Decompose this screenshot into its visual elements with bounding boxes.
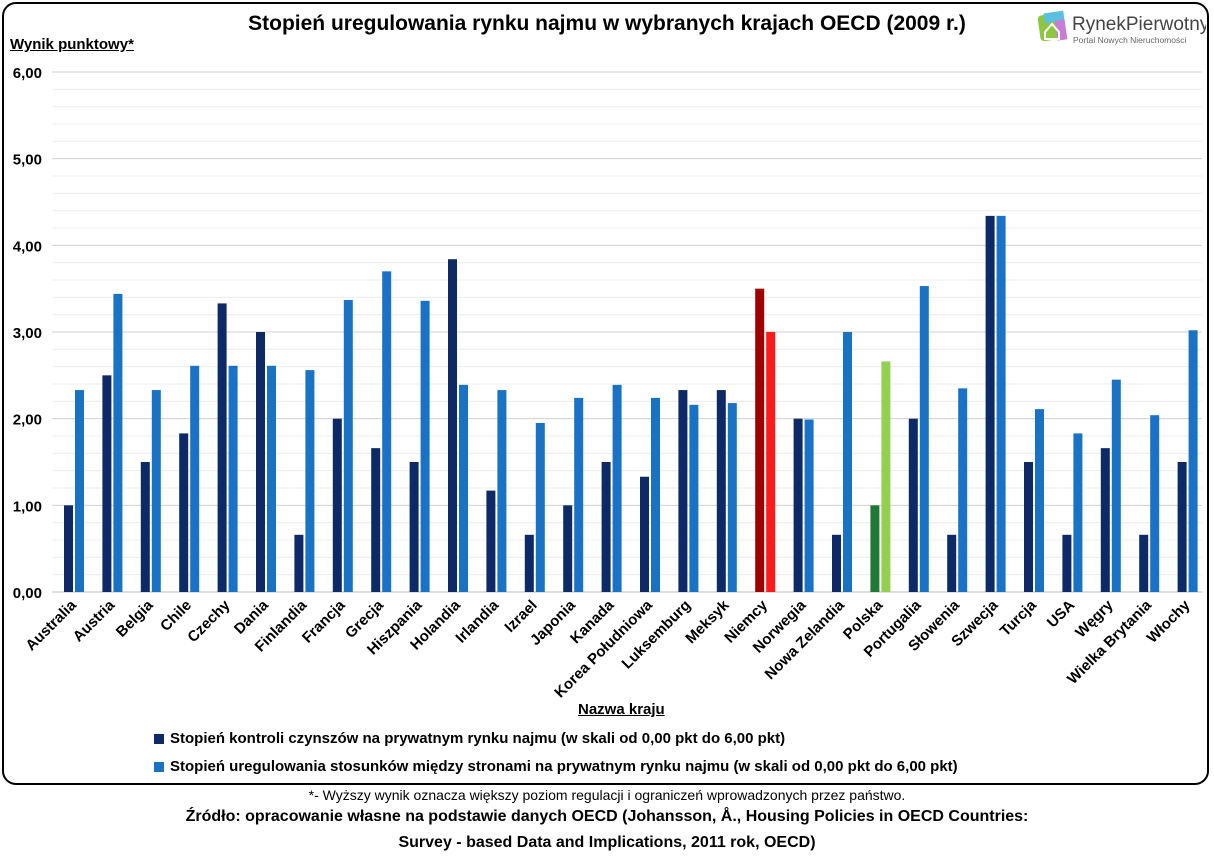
bar-rent-control — [524, 534, 534, 592]
bar-rent-control — [64, 505, 73, 592]
bar-rent-control — [985, 215, 995, 592]
bar-tenant-landlord — [1150, 415, 1160, 592]
y-tick-label: 0,00 — [13, 585, 42, 602]
logo-tagline: Portal Nowych Nieruchomości — [1073, 35, 1186, 45]
x-tick-label: Austria — [70, 596, 119, 645]
source-line-2: Survey - based Data and Implications, 20… — [398, 834, 816, 851]
x-tick-label: Czechy — [184, 596, 234, 646]
y-axis-label: Wynik punktowy* — [10, 36, 134, 53]
bar-tenant-landlord — [113, 293, 123, 592]
bar-rent-control — [563, 505, 573, 592]
bar-rent-control — [908, 418, 918, 592]
bar-tenant-landlord — [420, 300, 430, 592]
bar-tenant-landlord — [1073, 433, 1083, 592]
bar-tenant-landlord — [459, 384, 468, 592]
bar-tenant-landlord — [996, 215, 1006, 592]
bar-rent-control — [832, 534, 841, 592]
bar-tenant-landlord — [881, 361, 891, 592]
y-tick-label: 6,00 — [13, 65, 42, 82]
bar-tenant-landlord — [382, 271, 392, 592]
bar-rent-control — [140, 462, 150, 592]
x-tick-label: Włochy — [1144, 596, 1194, 646]
bar-rent-control — [256, 332, 265, 592]
bar-rent-control — [870, 505, 880, 592]
legend-item-rent-control: Stopień kontroli czynszów na prywatnym r… — [154, 730, 785, 747]
y-tick-label: 4,00 — [13, 238, 42, 255]
bar-rent-control — [1177, 462, 1187, 592]
x-tick-label: Australia — [22, 596, 80, 654]
bar-tenant-landlord — [267, 365, 276, 592]
bar-tenant-landlord — [190, 365, 200, 592]
bar-tenant-landlord — [919, 286, 929, 592]
y-tick-label: 3,00 — [13, 325, 42, 342]
bar-tenant-landlord — [612, 384, 622, 592]
bar-tenant-landlord — [1188, 330, 1198, 592]
x-tick-label: Francja — [299, 596, 349, 646]
bar-tenant-landlord — [574, 397, 584, 592]
bar-tenant-landlord — [343, 299, 353, 592]
bar-tenant-landlord — [766, 332, 776, 592]
bar-rent-control — [716, 390, 726, 592]
bar-rent-control — [1139, 534, 1149, 592]
bar-tenant-landlord — [228, 365, 238, 592]
chart-title: Stopień uregulowania rynku najmu w wybra… — [248, 12, 966, 35]
bar-chart: 0,00 1,00 2,00 3,00 4,00 5,00 6,00 AustraliaAus… — [13, 65, 1202, 701]
bar-tenant-landlord — [535, 423, 545, 592]
bar-rent-control — [409, 462, 419, 592]
bar-rent-control — [332, 418, 342, 592]
bar-rent-control — [1100, 448, 1110, 592]
x-tick-label: Turcja — [997, 596, 1041, 640]
legend-swatch — [154, 733, 164, 744]
bar-rent-control — [448, 259, 457, 592]
bar-tenant-landlord — [1111, 379, 1121, 592]
bar-rent-control — [179, 433, 189, 592]
bar-tenant-landlord — [305, 370, 315, 592]
bar-rent-control — [1062, 534, 1072, 592]
bar-rent-control — [755, 288, 765, 592]
source-line-1: Źródło: opracowanie własne na podstawie … — [185, 808, 1029, 825]
bar-tenant-landlord — [651, 397, 660, 592]
logo-brand: RynekPierwotny — [1072, 14, 1206, 35]
bar-tenant-landlord — [75, 390, 84, 592]
bar-rent-control — [217, 303, 227, 592]
x-tick-label: Irlandia — [452, 596, 502, 646]
legend-label: Stopień uregulowania stosunków między st… — [170, 758, 958, 775]
bar-rent-control — [294, 534, 304, 592]
bar-tenant-landlord — [151, 390, 161, 592]
bar-tenant-landlord — [804, 419, 814, 592]
rynekpierwotny-logo: RynekPierwotny Portal Nowych Nieruchomoś… — [1036, 8, 1210, 48]
bar-tenant-landlord — [497, 390, 507, 592]
bar-rent-control — [102, 375, 112, 592]
logo-house-icon: RynekPierwotny Portal Nowych Nieruchomoś… — [1037, 10, 1210, 45]
y-tick-label: 2,00 — [13, 412, 42, 429]
bar-rent-control — [1024, 462, 1033, 592]
footnote: *- Wyższy wynik oznacza większy poziom r… — [308, 787, 906, 803]
x-tick-label: USA — [1044, 597, 1079, 632]
bar-tenant-landlord — [958, 388, 968, 592]
x-tick-label: Belgia — [113, 596, 157, 640]
bar-rent-control — [793, 418, 803, 592]
bar-rent-control — [371, 448, 381, 592]
bar-rent-control — [640, 476, 649, 592]
legend-swatch — [154, 761, 164, 772]
bar-tenant-landlord — [727, 403, 737, 592]
y-tick-label: 1,00 — [13, 498, 42, 515]
legend-item-tenant-landlord: Stopień uregulowania stosunków między st… — [154, 758, 958, 775]
chart-frame — [2, 2, 1209, 785]
bar-tenant-landlord — [689, 404, 699, 592]
bar-tenant-landlord — [843, 332, 852, 592]
legend-label: Stopień kontroli czynszów na prywatnym r… — [170, 730, 786, 747]
bar-tenant-landlord — [1035, 409, 1044, 592]
x-axis-label: Nazwa kraju — [578, 701, 665, 718]
bar-rent-control — [486, 490, 496, 592]
bar-rent-control — [678, 390, 688, 592]
y-tick-label: 5,00 — [13, 152, 42, 169]
bar-rent-control — [601, 462, 611, 592]
bar-rent-control — [947, 534, 957, 592]
